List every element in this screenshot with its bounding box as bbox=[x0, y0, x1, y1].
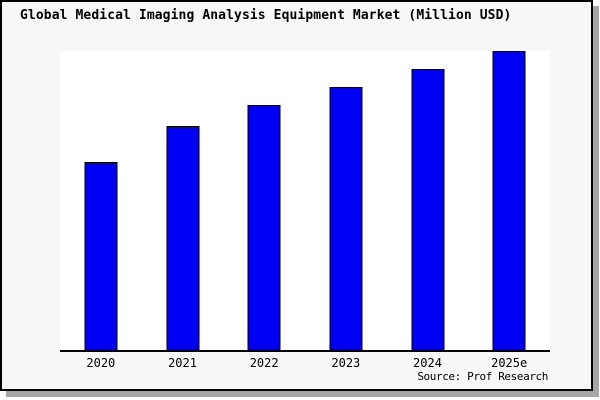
x-tick-label-2021: 2021 bbox=[168, 356, 197, 370]
source-note: Source: Prof Research bbox=[417, 370, 548, 383]
bar-2024 bbox=[411, 68, 444, 350]
x-axis-labels: 2020 2021 2022 2023 2024 2025e bbox=[60, 356, 550, 372]
bar-2025e bbox=[492, 51, 526, 350]
plot-area bbox=[60, 51, 550, 352]
x-tick-label-2022: 2022 bbox=[249, 356, 279, 370]
bar-2022 bbox=[247, 104, 281, 350]
bar-2023 bbox=[329, 86, 363, 350]
chart-title: Global Medical Imaging Analysis Equipmen… bbox=[20, 8, 512, 23]
bar-2021 bbox=[166, 125, 199, 350]
bar-2020 bbox=[84, 161, 118, 350]
x-tick-label-2023: 2023 bbox=[331, 356, 361, 370]
chart-panel: Global Medical Imaging Analysis Equipmen… bbox=[0, 0, 593, 391]
x-tick-label-2024: 2024 bbox=[413, 356, 442, 370]
x-tick-label-2020: 2020 bbox=[86, 356, 116, 370]
x-tick-label-2025e: 2025e bbox=[491, 356, 528, 370]
